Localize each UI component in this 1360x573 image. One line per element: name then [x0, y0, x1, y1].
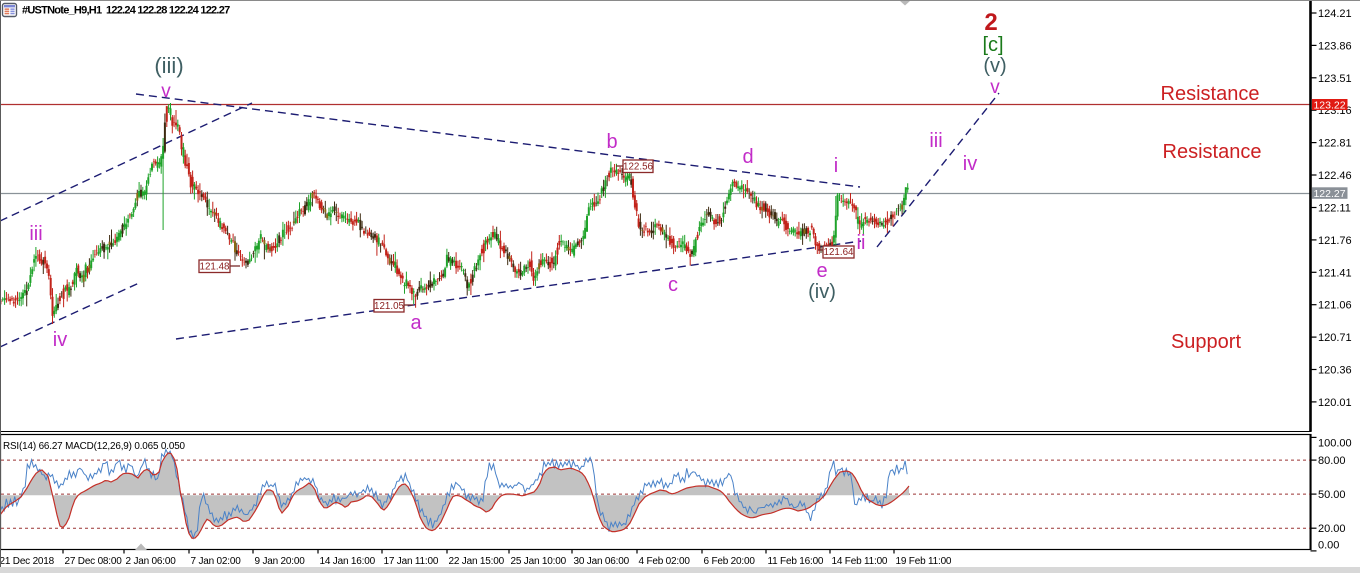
- svg-text:20.00: 20.00: [1318, 523, 1346, 535]
- svg-text:122.46: 122.46: [1318, 170, 1352, 182]
- svg-text:2: 2: [984, 9, 997, 36]
- svg-text:ii: ii: [857, 232, 866, 254]
- svg-text:i: i: [834, 155, 838, 177]
- svg-text:iii: iii: [29, 223, 42, 245]
- svg-text:v: v: [161, 81, 171, 102]
- svg-text:30 Jan 06:00: 30 Jan 06:00: [574, 556, 630, 567]
- svg-text:iv: iv: [963, 153, 977, 175]
- svg-text:123.86: 123.86: [1318, 40, 1352, 52]
- svg-text:120.36: 120.36: [1318, 365, 1352, 377]
- svg-text:7 Jan 02:00: 7 Jan 02:00: [191, 556, 242, 567]
- svg-text:121.76: 121.76: [1318, 235, 1352, 247]
- svg-text:122.11: 122.11: [1318, 203, 1351, 215]
- svg-text:(iv): (iv): [808, 281, 836, 303]
- svg-text:80.00: 80.00: [1318, 455, 1346, 467]
- svg-text:4 Feb 02:00: 4 Feb 02:00: [639, 556, 691, 567]
- svg-text:120.71: 120.71: [1318, 332, 1352, 344]
- svg-text:14 Jan 16:00: 14 Jan 16:00: [320, 556, 376, 567]
- svg-text:50.00: 50.00: [1318, 489, 1346, 501]
- svg-text:120.01: 120.01: [1318, 397, 1352, 409]
- svg-text:121.41: 121.41: [1318, 267, 1352, 279]
- svg-text:e: e: [816, 260, 827, 282]
- svg-text:121.48: 121.48: [200, 262, 231, 273]
- svg-text:iii: iii: [929, 130, 942, 152]
- svg-text:17 Jan 11:00: 17 Jan 11:00: [384, 556, 439, 567]
- svg-text:123.22: 123.22: [1313, 100, 1345, 112]
- svg-text:122.27: 122.27: [1313, 188, 1345, 200]
- svg-text:21 Dec 2018: 21 Dec 2018: [0, 556, 55, 567]
- svg-text:(iii): (iii): [154, 53, 183, 78]
- svg-text:Resistance: Resistance: [1163, 141, 1262, 163]
- svg-text:Support: Support: [1171, 331, 1241, 353]
- svg-text:22 Jan 15:00: 22 Jan 15:00: [449, 556, 505, 567]
- svg-text:121.06: 121.06: [1318, 300, 1352, 312]
- svg-text:121.05: 121.05: [374, 301, 405, 312]
- svg-text:27 Dec 08:00: 27 Dec 08:00: [65, 556, 123, 567]
- svg-text:a: a: [410, 312, 422, 334]
- svg-text:123.51: 123.51: [1318, 73, 1352, 85]
- svg-text:100.00: 100.00: [1318, 438, 1352, 450]
- svg-text:RSI(14) 66.27 MACD(12,26,9) 0.: RSI(14) 66.27 MACD(12,26,9) 0.065 0.050: [3, 441, 186, 452]
- svg-text:2 Jan 06:00: 2 Jan 06:00: [126, 556, 177, 567]
- svg-text:6 Feb 20:00: 6 Feb 20:00: [704, 556, 756, 567]
- svg-text:124.21: 124.21: [1318, 8, 1352, 20]
- svg-text:c: c: [668, 274, 678, 296]
- svg-text:(v): (v): [983, 55, 1006, 77]
- svg-text:11 Feb 16:00: 11 Feb 16:00: [768, 556, 824, 567]
- svg-text:19 Feb 11:00: 19 Feb 11:00: [896, 556, 952, 567]
- svg-text:b: b: [606, 131, 617, 153]
- svg-text:121.64: 121.64: [824, 247, 855, 258]
- svg-text:122.56: 122.56: [623, 162, 654, 173]
- svg-text:[c]: [c]: [982, 34, 1003, 56]
- svg-text:14 Feb 11:00: 14 Feb 11:00: [832, 556, 888, 567]
- svg-text:Resistance: Resistance: [1161, 83, 1260, 105]
- svg-text:9 Jan 20:00: 9 Jan 20:00: [255, 556, 306, 567]
- svg-text:25 Jan 10:00: 25 Jan 10:00: [511, 556, 567, 567]
- svg-text:0.00: 0.00: [1318, 540, 1339, 552]
- svg-text:122.81: 122.81: [1318, 138, 1352, 150]
- svg-text:#USTNote_H9,H1 122.24 122.28: #USTNote_H9,H1 122.24 122.28 122.24 122.…: [22, 5, 230, 17]
- svg-text:d: d: [742, 146, 753, 168]
- svg-text:iv: iv: [53, 329, 67, 351]
- svg-text:v: v: [990, 77, 1000, 98]
